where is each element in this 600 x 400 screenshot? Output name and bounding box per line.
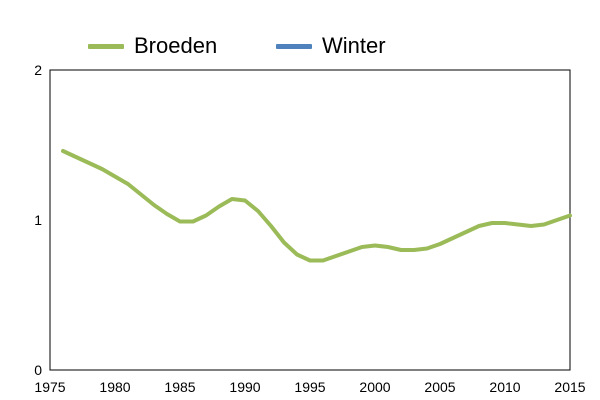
x-tick-label: 2015 [554, 379, 585, 395]
plot-area [49, 69, 571, 371]
y-tick-label: 1 [34, 212, 42, 228]
legend-label-winter: Winter [322, 33, 386, 58]
x-tick-label: 1990 [229, 379, 260, 395]
y-tick-label: 2 [34, 62, 42, 78]
x-axis: 1975 1980 1985 1990 1995 2000 2005 2010 2015 [34, 379, 585, 395]
y-axis: 0 1 2 [34, 62, 42, 378]
series-line-broeden [61, 149, 572, 263]
legend-label-broeden: Broeden [134, 33, 218, 58]
series-layer [61, 149, 572, 263]
x-tick-label: 2000 [359, 379, 390, 395]
legend-item-winter: Winter [276, 33, 386, 59]
legend-swatch-winter [276, 43, 312, 49]
x-tick-label: 1995 [294, 379, 325, 395]
x-tick-label: 1975 [34, 379, 65, 395]
x-tick-label: 2010 [489, 379, 520, 395]
y-tick-label: 0 [34, 362, 42, 378]
x-tick-label: 2005 [424, 379, 455, 395]
x-tick-label: 1985 [164, 379, 195, 395]
legend: Broeden Winter [0, 33, 600, 63]
legend-swatch-broeden [88, 43, 124, 49]
x-tick-label: 1980 [99, 379, 130, 395]
legend-item-broeden: Broeden [88, 33, 217, 59]
